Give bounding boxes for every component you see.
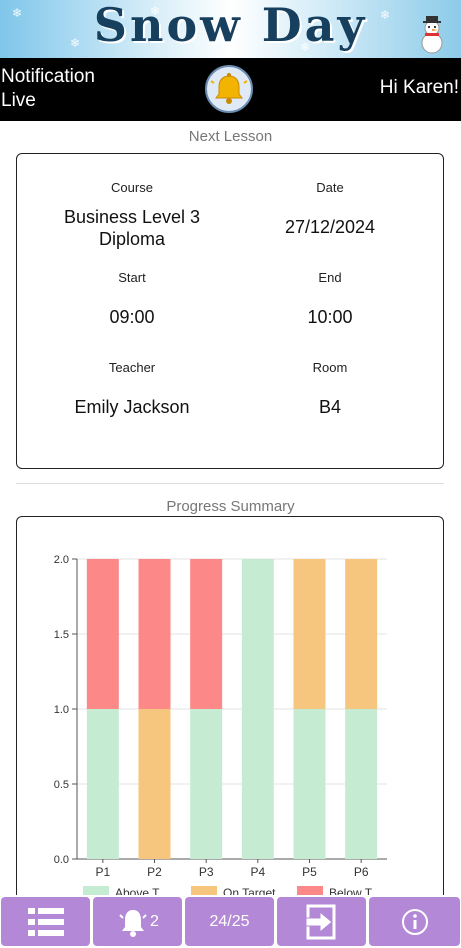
end-value: 10:00	[307, 307, 353, 327]
next-lesson-title: Next Lesson	[188, 128, 273, 145]
top-bar: Notification Live Hi Karen!	[0, 58, 461, 121]
progress-count: 24/25	[209, 912, 250, 930]
course-value: Business Level 3 Diploma	[63, 207, 201, 249]
x-tick-label: P3	[199, 865, 214, 879]
section-divider	[16, 483, 444, 484]
snow-day-banner: ❄ ❄ ❄ ❄ ❄ Snow Day	[0, 0, 461, 58]
bar-p6-on-target	[345, 559, 378, 709]
progress-chart: 0.0 0.5 1.0 1.5 2.0 P1 P2 P3 P4 P5 P6 Above T On Tar…	[54, 554, 387, 896]
y-tick-label: 2.0	[54, 554, 69, 566]
y-tick-label: 0.5	[54, 779, 69, 791]
x-tick-label: P5	[302, 865, 317, 879]
course-label: Course	[111, 180, 153, 195]
info-button[interactable]	[369, 897, 460, 946]
bell-icon	[210, 73, 248, 104]
bar-p5-on-target	[293, 559, 326, 709]
y-tick-label: 1.5	[54, 629, 69, 641]
bar-p4-above-t	[241, 559, 274, 859]
legend-swatch	[83, 886, 109, 896]
room-value: B4	[318, 397, 342, 417]
y-tick-label: 1.0	[54, 704, 69, 716]
room-label: Room	[312, 360, 348, 375]
notification-count: 2	[150, 912, 159, 930]
teacher-label: Teacher	[108, 360, 156, 375]
bar-p3-below-t	[190, 559, 223, 709]
logout-icon	[305, 904, 335, 939]
bottom-navigation: 2 24/25	[0, 895, 461, 948]
legend-label: On Target	[223, 886, 276, 896]
legend-label: Below T	[329, 886, 373, 896]
legend-swatch	[191, 886, 217, 896]
bar-p1-above-t	[86, 709, 119, 859]
bell-alert-icon	[119, 909, 147, 937]
notifications-button[interactable]: 2	[93, 897, 182, 946]
start-value: 09:00	[109, 307, 155, 327]
date-value: 27/12/2024	[284, 217, 376, 237]
bar-p5-above-t	[293, 709, 326, 859]
menu-icon	[27, 907, 64, 936]
bar-p3-above-t	[190, 709, 223, 859]
x-tick-label: P2	[147, 865, 162, 879]
logout-button[interactable]	[277, 897, 366, 946]
greeting-text: Hi Karen!	[379, 77, 459, 98]
snowman-icon	[421, 16, 443, 54]
bar-p2-below-t	[138, 559, 171, 709]
start-label: Start	[118, 270, 146, 285]
y-tick-label: 0.0	[54, 854, 69, 866]
progress-summary-title: Progress Summary	[166, 498, 295, 515]
progress-count-button[interactable]: 24/25	[185, 897, 274, 946]
menu-button[interactable]	[1, 897, 90, 946]
bar-p6-above-t	[345, 709, 378, 859]
end-label: End	[318, 270, 342, 285]
date-label: Date	[316, 180, 344, 195]
bar-p2-on-target	[138, 709, 171, 859]
x-tick-label: P6	[354, 865, 369, 879]
info-icon	[401, 908, 428, 935]
x-tick-label: P1	[95, 865, 110, 879]
banner-title: Snow Day	[93, 0, 368, 52]
x-tick-label: P4	[250, 865, 265, 879]
bar-p1-below-t	[86, 559, 119, 709]
next-lesson-card: Course Business Level 3 Diploma Date 27/…	[16, 153, 444, 469]
legend-label: Above T	[115, 886, 160, 896]
notification-live-label: Notification Live	[1, 66, 95, 111]
legend-swatch	[297, 886, 323, 896]
notification-bell-button[interactable]	[205, 65, 253, 113]
teacher-value: Emily Jackson	[74, 397, 190, 417]
progress-summary-card: 0.0 0.5 1.0 1.5 2.0 P1 P2 P3 P4 P5 P6 Above T On Tar…	[16, 516, 444, 916]
